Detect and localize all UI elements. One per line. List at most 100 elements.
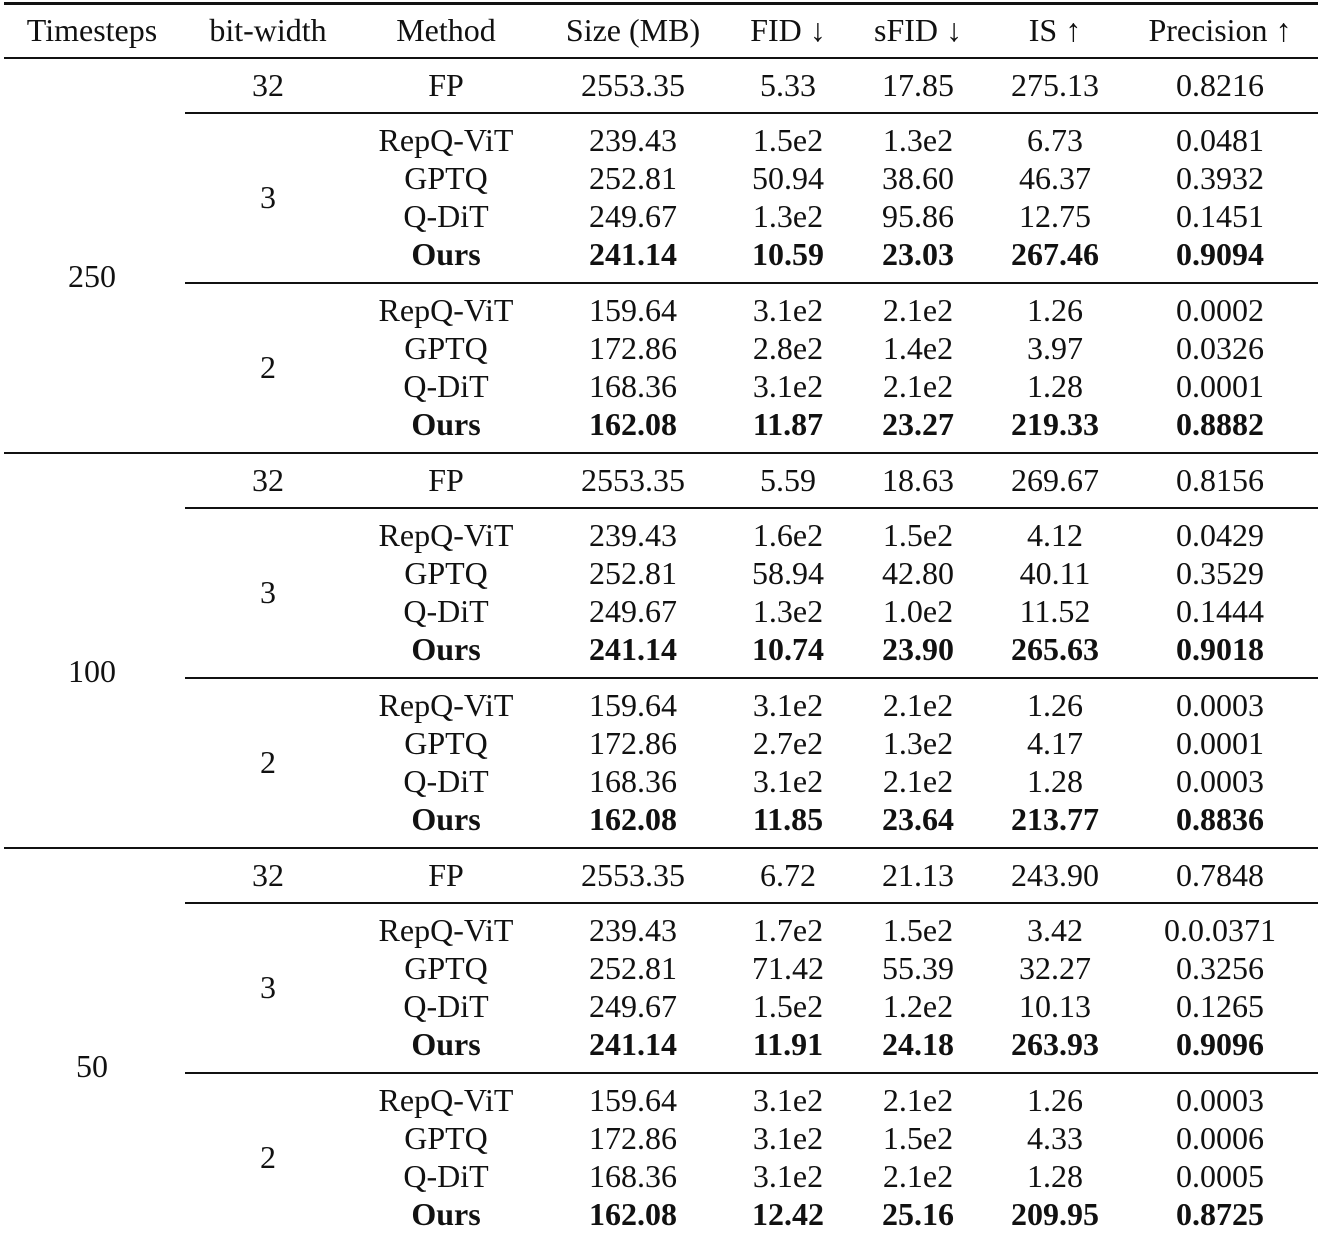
metric-value: 1.28: [1027, 368, 1083, 404]
metric-value: 239.43: [589, 517, 677, 553]
timesteps: 100: [68, 652, 116, 689]
metric-value: 58.94: [752, 555, 824, 591]
metric-value: 0.1451: [1176, 198, 1264, 234]
metric-value: 162.08: [589, 406, 677, 442]
metric-value: 12.42: [752, 1196, 824, 1232]
method: GPTQ: [404, 555, 488, 591]
metric-value: 42.80: [882, 555, 954, 591]
metric-value: 0.0006: [1176, 1120, 1264, 1156]
metric-value: 5.59: [760, 462, 816, 498]
metric-value: 241.14: [589, 631, 677, 667]
metric-value: 0.0481: [1176, 122, 1264, 158]
method: RepQ-ViT: [378, 912, 514, 948]
metric-value: 252.81: [589, 160, 677, 196]
metric-value: 1.28: [1027, 763, 1083, 799]
method: Ours: [411, 1026, 481, 1062]
method: Q-DiT: [403, 198, 489, 234]
metric-value: 252.81: [589, 950, 677, 986]
metric-value: 219.33: [1011, 406, 1099, 442]
metric-value: 1.26: [1027, 292, 1083, 328]
metric-value: 4.33: [1027, 1120, 1083, 1156]
method: FP: [428, 857, 464, 893]
metric-value: 17.85: [882, 67, 954, 103]
table-rule: [185, 677, 1318, 679]
metric-value: 0.0429: [1176, 517, 1264, 553]
metric-value: 11.87: [752, 406, 824, 442]
metric-value: 2553.35: [581, 857, 685, 893]
metric-value: 24.18: [882, 1026, 954, 1062]
metric-value: 0.0002: [1176, 292, 1264, 328]
table-rule: [4, 1, 1318, 5]
metric-value: 1.7e2: [752, 912, 824, 948]
metric-value: 55.39: [882, 950, 954, 986]
metric-value: 6.73: [1027, 122, 1083, 158]
metric-value: 0.0326: [1176, 330, 1264, 366]
metric-value: 0.1444: [1176, 593, 1264, 629]
column-header: bit-width: [209, 12, 327, 48]
metric-value: 0.0003: [1176, 1082, 1264, 1118]
metric-value: 0.0001: [1176, 368, 1264, 404]
metric-value: 0.0005: [1176, 1158, 1264, 1194]
metric-value: 3.1e2: [752, 1158, 824, 1194]
metric-value: 23.03: [882, 236, 954, 272]
metric-value: 252.81: [589, 555, 677, 591]
metric-value: 1.2e2: [882, 988, 954, 1024]
metric-value: 168.36: [589, 1158, 677, 1194]
metric-value: 1.26: [1027, 1082, 1083, 1118]
bit-width: 3: [260, 179, 276, 215]
metric-value: 0.8836: [1176, 801, 1264, 837]
column-header: Method: [396, 12, 496, 48]
method: RepQ-ViT: [378, 292, 514, 328]
metric-value: 3.1e2: [752, 763, 824, 799]
method: Q-DiT: [403, 593, 489, 629]
metric-value: 0.3256: [1176, 950, 1264, 986]
method: Q-DiT: [403, 1158, 489, 1194]
metric-value: 249.67: [589, 988, 677, 1024]
metric-value: 21.13: [882, 857, 954, 893]
metric-value: 3.42: [1027, 912, 1083, 948]
metric-value: 0.0.0371: [1164, 912, 1276, 948]
metric-value: 3.97: [1027, 330, 1083, 366]
bit-width: 2: [260, 1139, 276, 1175]
metric-value: 1.28: [1027, 1158, 1083, 1194]
metric-value: 267.46: [1011, 236, 1099, 272]
column-header: Precision ↑: [1148, 12, 1292, 48]
metric-value: 4.12: [1027, 517, 1083, 553]
metric-value: 0.8882: [1176, 406, 1264, 442]
method: GPTQ: [404, 1120, 488, 1156]
metric-value: 1.5e2: [882, 1120, 954, 1156]
metric-value: 168.36: [589, 763, 677, 799]
metric-value: 213.77: [1011, 801, 1099, 837]
metric-value: 50.94: [752, 160, 824, 196]
metric-value: 172.86: [589, 1120, 677, 1156]
metric-value: 2.1e2: [882, 687, 954, 723]
metric-value: 32.27: [1019, 950, 1091, 986]
table-rule: [185, 507, 1318, 509]
column-header: IS ↑: [1028, 12, 1082, 48]
table-rule: [185, 902, 1318, 904]
metric-value: 2.1e2: [882, 1082, 954, 1118]
metric-value: 159.64: [589, 292, 677, 328]
metric-value: 0.9096: [1176, 1026, 1264, 1062]
metric-value: 4.17: [1027, 725, 1083, 761]
metric-value: 2.1e2: [882, 763, 954, 799]
method: Q-DiT: [403, 368, 489, 404]
metric-value: 18.63: [882, 462, 954, 498]
metric-value: 249.67: [589, 198, 677, 234]
table-rule: [4, 847, 1318, 849]
metric-value: 38.60: [882, 160, 954, 196]
metric-value: 263.93: [1011, 1026, 1099, 1062]
method: Ours: [411, 1196, 481, 1232]
method: RepQ-ViT: [378, 122, 514, 158]
metric-value: 275.13: [1011, 67, 1099, 103]
metric-value: 1.5e2: [752, 988, 824, 1024]
metric-value: 0.7848: [1176, 857, 1264, 893]
metric-value: 1.5e2: [882, 912, 954, 948]
bit-width: 32: [252, 857, 284, 893]
metric-value: 1.3e2: [882, 725, 954, 761]
metric-value: 0.1265: [1176, 988, 1264, 1024]
metric-value: 11.85: [752, 801, 824, 837]
column-header: sFID ↓: [873, 12, 963, 48]
table-rule: [4, 452, 1318, 454]
metric-value: 3.1e2: [752, 1082, 824, 1118]
